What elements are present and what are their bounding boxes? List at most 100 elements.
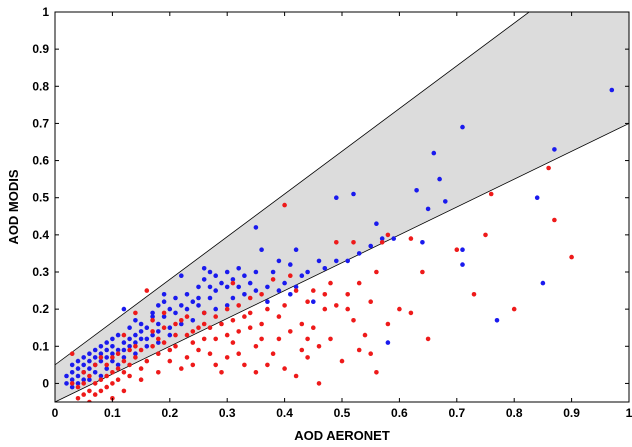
x-tick-label: 0 bbox=[52, 406, 59, 420]
data-point-series-1 bbox=[156, 303, 161, 308]
data-point-series-2 bbox=[511, 306, 517, 312]
data-point-series-1 bbox=[115, 332, 121, 338]
data-point-series-2 bbox=[167, 358, 173, 364]
data-point-series-1 bbox=[110, 351, 115, 357]
data-point-series-2 bbox=[184, 355, 190, 360]
data-point-series-1 bbox=[87, 366, 92, 371]
data-point-series-2 bbox=[345, 292, 351, 297]
data-point-series-1 bbox=[115, 347, 121, 353]
data-point-series-2 bbox=[356, 347, 362, 353]
data-point-series-2 bbox=[127, 373, 132, 379]
data-point-series-1 bbox=[316, 258, 322, 264]
data-point-series-2 bbox=[322, 292, 328, 297]
data-point-series-1 bbox=[75, 373, 81, 379]
data-point-series-1 bbox=[299, 273, 305, 279]
data-point-series-2 bbox=[374, 269, 379, 275]
data-point-series-2 bbox=[334, 240, 339, 245]
data-point-series-1 bbox=[253, 269, 259, 275]
data-point-series-1 bbox=[552, 147, 557, 152]
data-point-series-2 bbox=[92, 381, 98, 386]
data-point-series-1 bbox=[69, 384, 75, 390]
data-point-series-1 bbox=[87, 377, 92, 383]
data-point-series-2 bbox=[224, 355, 230, 360]
lower-envelope-line bbox=[55, 123, 629, 402]
data-point-series-1 bbox=[179, 273, 184, 279]
data-point-series-1 bbox=[156, 321, 161, 327]
data-point-series-1 bbox=[253, 288, 259, 293]
data-point-series-2 bbox=[265, 362, 270, 368]
data-point-series-2 bbox=[127, 347, 132, 353]
data-point-series-1 bbox=[213, 288, 218, 293]
data-point-series-2 bbox=[328, 280, 333, 286]
y-tick-label: 0.2 bbox=[32, 302, 49, 316]
data-point-series-2 bbox=[196, 347, 201, 353]
data-point-series-1 bbox=[150, 314, 155, 319]
data-point-series-1 bbox=[265, 284, 270, 290]
data-point-series-2 bbox=[173, 332, 178, 338]
data-point-series-1 bbox=[104, 355, 109, 360]
data-point-series-1 bbox=[173, 295, 178, 301]
x-tick-label: 0.1 bbox=[104, 406, 121, 420]
data-point-series-1 bbox=[356, 251, 362, 256]
data-point-series-2 bbox=[219, 321, 224, 327]
data-point-series-2 bbox=[161, 325, 167, 331]
data-point-series-1 bbox=[75, 366, 81, 371]
data-point-series-1 bbox=[196, 295, 201, 301]
data-point-series-1 bbox=[138, 321, 144, 327]
data-point-series-1 bbox=[138, 336, 144, 342]
data-point-series-2 bbox=[471, 292, 477, 297]
data-point-series-1 bbox=[81, 377, 86, 383]
upper-envelope-line bbox=[55, 12, 530, 366]
data-point-series-1 bbox=[207, 295, 213, 301]
data-point-series-2 bbox=[161, 310, 167, 316]
data-point-series-1 bbox=[127, 336, 132, 342]
data-point-series-1 bbox=[322, 266, 328, 271]
data-point-series-2 bbox=[196, 325, 201, 331]
data-point-series-2 bbox=[236, 329, 241, 334]
data-point-series-2 bbox=[110, 355, 115, 360]
data-point-series-2 bbox=[259, 336, 264, 342]
data-point-series-1 bbox=[104, 340, 109, 345]
data-point-series-2 bbox=[173, 344, 178, 349]
data-point-series-1 bbox=[288, 292, 293, 297]
data-point-series-1 bbox=[64, 373, 69, 379]
data-point-series-2 bbox=[138, 366, 144, 371]
data-point-series-1 bbox=[334, 258, 339, 264]
data-point-series-2 bbox=[454, 247, 460, 252]
y-tick-label: 0.7 bbox=[32, 116, 49, 130]
data-point-series-2 bbox=[150, 344, 155, 349]
data-point-series-2 bbox=[184, 314, 190, 319]
data-point-series-2 bbox=[219, 370, 224, 375]
data-point-series-1 bbox=[161, 314, 167, 319]
data-point-series-1 bbox=[334, 195, 339, 200]
y-tick-label: 0.8 bbox=[32, 79, 49, 93]
data-point-series-2 bbox=[144, 358, 150, 364]
data-point-series-1 bbox=[156, 340, 161, 345]
data-point-series-2 bbox=[69, 381, 75, 386]
y-tick-label: 0.4 bbox=[32, 228, 49, 242]
data-point-series-2 bbox=[236, 351, 241, 357]
data-point-series-2 bbox=[305, 355, 310, 360]
data-point-series-1 bbox=[293, 284, 299, 290]
data-point-series-2 bbox=[368, 351, 374, 357]
data-point-series-1 bbox=[156, 329, 161, 334]
data-point-series-1 bbox=[242, 273, 247, 279]
data-point-series-1 bbox=[431, 150, 437, 156]
data-point-series-1 bbox=[167, 325, 173, 331]
data-point-series-2 bbox=[305, 299, 310, 305]
data-point-series-1 bbox=[121, 347, 127, 353]
data-point-series-2 bbox=[115, 351, 121, 357]
data-point-series-2 bbox=[270, 277, 276, 282]
data-point-series-1 bbox=[150, 332, 155, 338]
data-point-series-1 bbox=[87, 358, 92, 364]
y-axis-title: AOD MODIS bbox=[6, 169, 21, 244]
data-point-series-2 bbox=[133, 310, 138, 316]
data-point-series-2 bbox=[133, 355, 138, 360]
data-point-series-2 bbox=[224, 332, 230, 338]
data-point-series-2 bbox=[81, 370, 86, 375]
x-tick-label: 0.4 bbox=[276, 406, 293, 420]
data-point-series-2 bbox=[110, 370, 115, 375]
data-point-series-1 bbox=[247, 280, 253, 286]
data-point-series-1 bbox=[311, 299, 316, 305]
